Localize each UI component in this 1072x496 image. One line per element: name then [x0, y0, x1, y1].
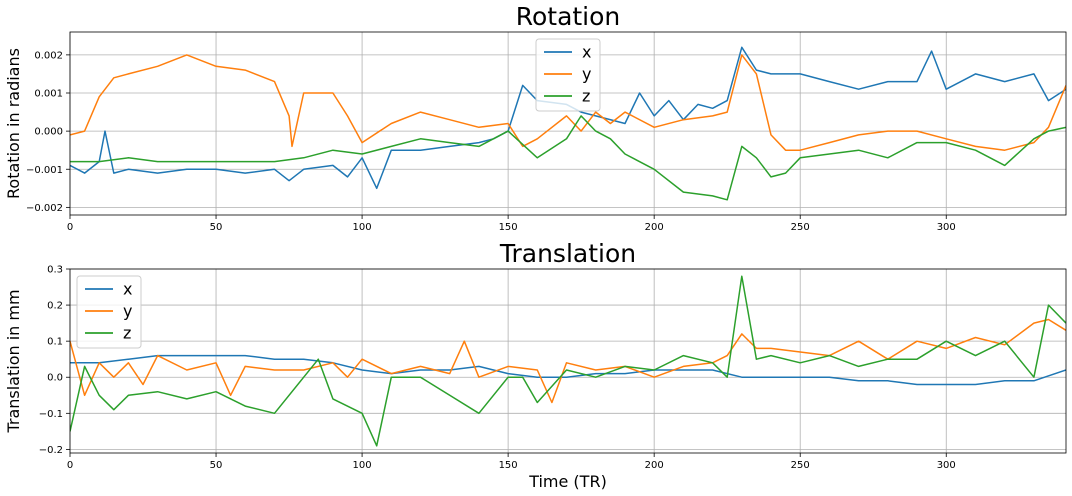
x-tick-label: 250 — [791, 222, 810, 233]
rotation-chart: 0 50 100 150 200 250 300 −0.002 −0.001 0.000 0.001… — [4, 2, 1067, 233]
series-line-x — [70, 354, 1066, 386]
x-tick-label: 150 — [499, 460, 518, 471]
y-tick-label: 0.002 — [34, 50, 63, 61]
chart-title: Translation — [499, 239, 636, 268]
grid — [69, 268, 1066, 453]
series-line-y — [70, 54, 1066, 151]
y-tick-label: −0.001 — [26, 165, 63, 176]
x-tick-label: 100 — [353, 222, 372, 233]
legend-label-y: y — [123, 302, 132, 321]
x-tick-label: 250 — [791, 460, 810, 471]
x-tick-label: 100 — [353, 460, 372, 471]
series-line-y — [70, 318, 1066, 404]
x-tick-label: 50 — [210, 460, 223, 471]
y-tick-label: 0.2 — [47, 301, 63, 312]
legend-label-z: z — [582, 87, 590, 106]
legend-box — [76, 275, 142, 349]
x-tick-label: 300 — [937, 222, 956, 233]
y-tick-label: 0.3 — [47, 265, 63, 276]
series-line-z — [70, 275, 1066, 447]
x-tick-label: 200 — [645, 222, 664, 233]
y-tick-label: −0.1 — [39, 409, 63, 420]
y-tick-label: 0.001 — [34, 89, 63, 100]
plot-frame — [69, 31, 1067, 216]
x-tick-label: 150 — [499, 222, 518, 233]
x-tick-label: 0 — [67, 222, 73, 233]
series-line-z — [70, 115, 1066, 201]
x-tick-label: 200 — [645, 460, 664, 471]
y-axis-label: Rotation in radians — [4, 48, 23, 199]
legend-label-x: x — [582, 43, 591, 62]
legend-label-z: z — [123, 324, 131, 343]
y-tick-label: −0.2 — [39, 445, 63, 456]
legend: xyz — [535, 38, 601, 112]
translation-chart: 0 50 100 150 200 250 300 −0.2 −0.1 0.0 0.1 0.2 0.3 Tr… — [4, 239, 1067, 491]
x-tick-label: 0 — [67, 460, 73, 471]
y-tick-label: −0.002 — [26, 203, 63, 214]
y-tick-label: 0.0 — [47, 373, 63, 384]
x-axis-label: Time (TR) — [528, 472, 607, 491]
x-tick-label: 300 — [937, 460, 956, 471]
y-tick-label: 0.000 — [34, 127, 63, 138]
legend-label-y: y — [582, 65, 591, 84]
legend-box — [535, 38, 601, 112]
legend: xyz — [76, 275, 142, 349]
y-tick-label: 0.1 — [47, 337, 63, 348]
legend-label-x: x — [123, 280, 132, 299]
series-lines — [70, 275, 1066, 447]
y-axis-label: Translation in mm — [4, 289, 23, 433]
x-tick-label: 50 — [210, 222, 223, 233]
plot-frame — [69, 268, 1067, 454]
chart-title: Rotation — [516, 2, 621, 31]
